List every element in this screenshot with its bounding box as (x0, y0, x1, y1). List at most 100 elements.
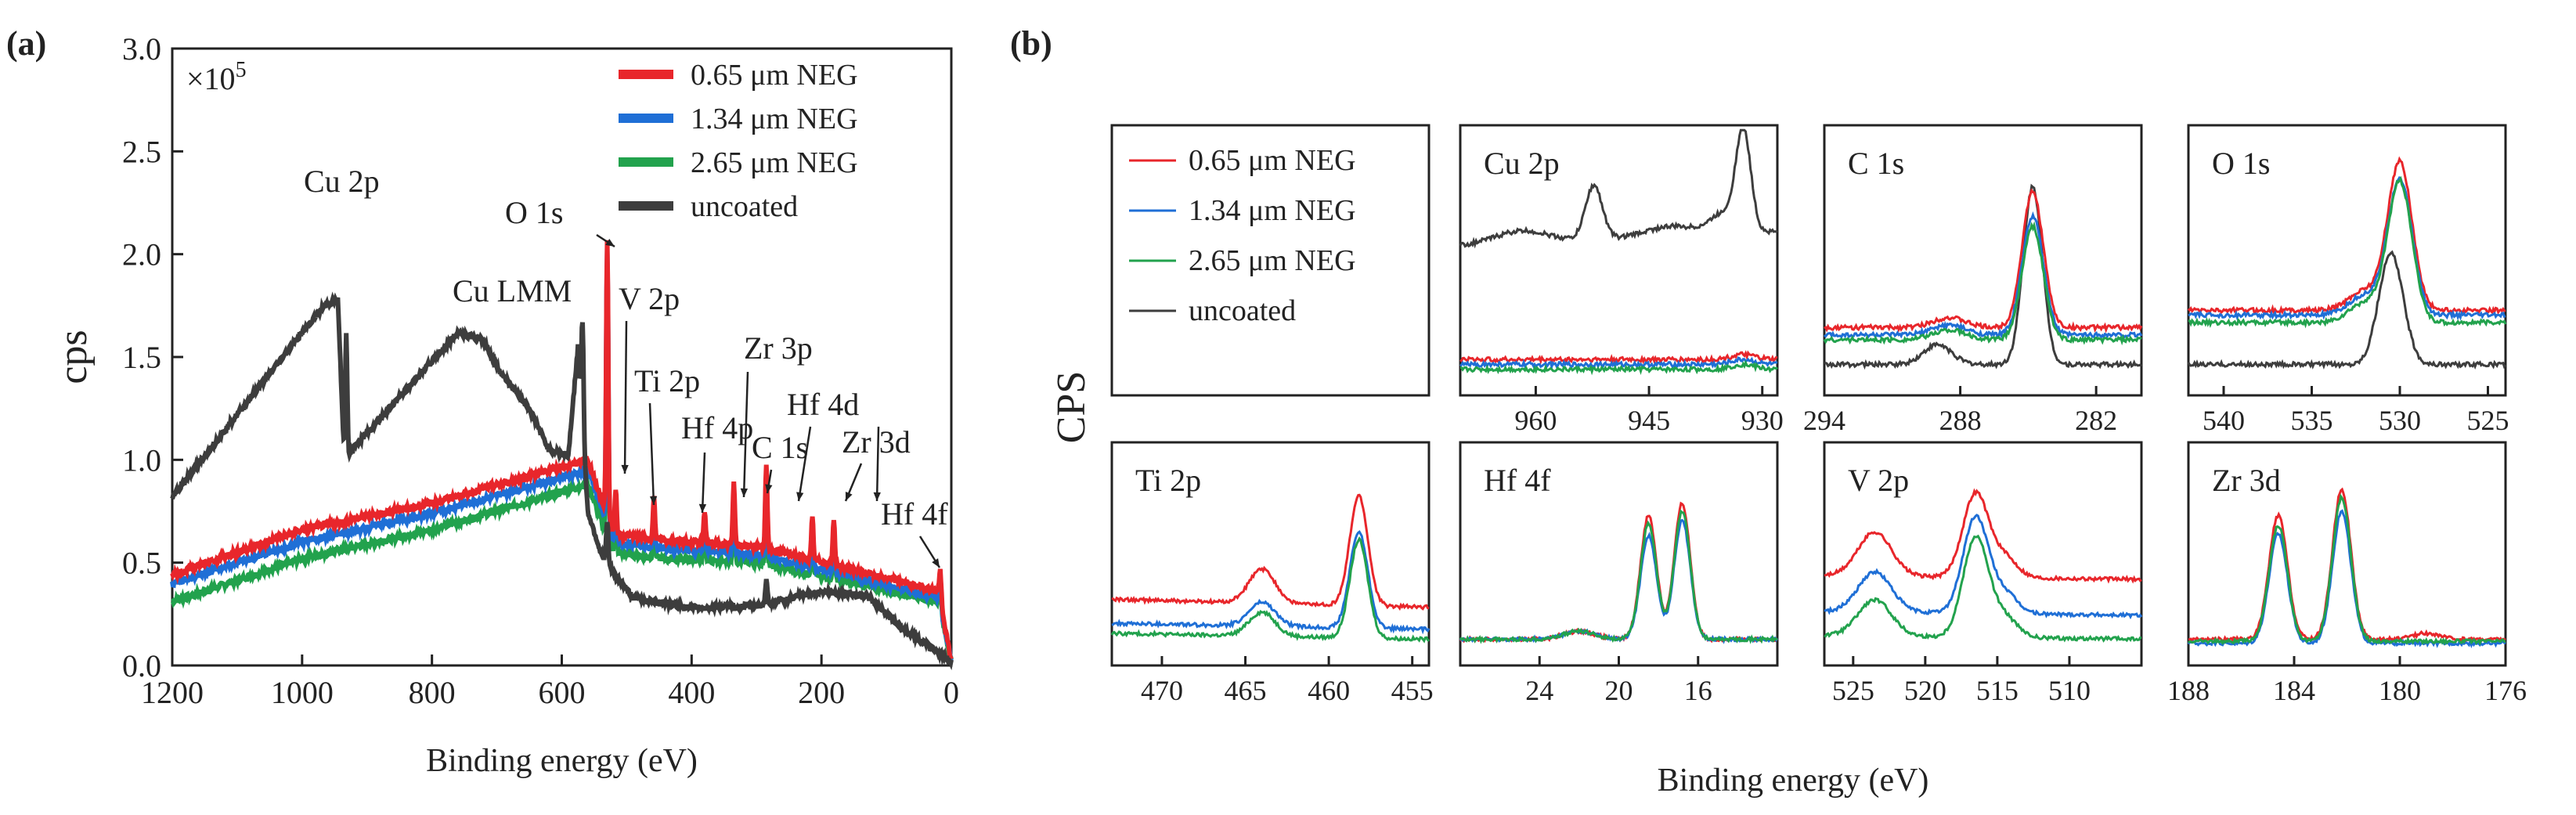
subplot-x-tick-label: 945 (1628, 405, 1670, 436)
subplot-x-tick-label: 530 (2379, 405, 2421, 436)
subplot-title: V 2p (1848, 463, 1909, 498)
peak-label-c-1s: C 1s (752, 430, 808, 465)
subplot-zr-3d: 188 184 180 176 Zr 3d (2167, 441, 2527, 706)
legend-b-label-uncoated: uncoated (1189, 294, 1296, 327)
multiplier-label: ×105 (186, 58, 247, 96)
peak-arrow-head (873, 492, 881, 501)
subplot-series-0-65-m-neg (1824, 188, 2143, 334)
peak-arrow-head (932, 558, 940, 568)
y-tick-label: 2.0 (122, 237, 161, 272)
subplot-series-0-65-m-neg (2187, 156, 2506, 316)
peak-label-o-1s: O 1s (505, 195, 563, 230)
subplot-x-tick-label: 520 (1904, 675, 1946, 706)
subplot-x-tick-label: 535 (2291, 405, 2333, 436)
subplot-series-2-65-m-neg (1824, 534, 2142, 643)
x-tick-label: 1200 (141, 675, 204, 710)
subplot-title: Hf 4f (1484, 463, 1551, 498)
x-tick-label: 400 (668, 675, 715, 710)
legend-label-uncoated: uncoated (691, 190, 798, 223)
survey-chart: 0.0 0.5 1.0 1.5 2.0 2.5 3.0 1200 1000 800 600 400 20… (51, 31, 959, 779)
subplot-x-tick-label: 20 (1605, 675, 1633, 706)
y-tick-label: 1.5 (122, 340, 161, 375)
x-tick-label: 800 (409, 675, 456, 710)
y-tick-label: 0.5 (122, 546, 161, 581)
x-tick-label: 600 (539, 675, 586, 710)
y-tick-label: 0.0 (122, 648, 161, 683)
peak-arrow (797, 426, 812, 502)
subplot-series-2-65-m-neg (2188, 493, 2506, 646)
subplot-frame (1823, 124, 2143, 397)
peak-label-cu-2p: Cu 2p (304, 164, 380, 199)
peak-arrow-head (621, 464, 629, 474)
panel-b-ylabel: CPS (1049, 371, 1094, 444)
peak-arrow-head (845, 492, 853, 501)
core-level-charts: 0.65 μm NEG 1.34 μm NEG 2.65 μm NEG uncoate… (1110, 124, 2527, 706)
peak-arrow-head (740, 488, 749, 497)
peak-arrow (742, 371, 749, 498)
subplot-series-0-65-m-neg (1459, 501, 1778, 644)
peak-arrow (623, 320, 628, 474)
subplot-cu-2p: 960 945 930 Cu 2p (1459, 124, 1784, 436)
legend-b-label-2-65-m-neg: 2.65 μm NEG (1189, 244, 1356, 277)
legend-box-b (1110, 124, 1431, 397)
y-tick-label: 1.0 (122, 442, 161, 478)
peak-arrow-head (649, 496, 658, 505)
subplot-x-tick-label: 525 (1832, 675, 1874, 706)
subplot-x-tick-label: 184 (2273, 675, 2315, 706)
legend-b-label-1-34-m-neg: 1.34 μm NEG (1189, 194, 1356, 227)
subplot-x-tick-label: 525 (2467, 405, 2509, 436)
subplot-v-2p: 525 520 515 510 V 2p (1823, 441, 2143, 706)
subplot-x-tick-label: 470 (1141, 675, 1183, 706)
y-tick-label: 2.5 (122, 134, 161, 169)
legend-label-1-34-m-neg: 1.34 μm NEG (691, 103, 858, 135)
subplot-series-2-65-m-neg (1459, 509, 1778, 644)
panel-b-xlabel: Binding energy (eV) (1658, 763, 1929, 799)
subplot-series-1-34-m-neg (1111, 530, 1431, 635)
y-tick-label: 3.0 (122, 31, 161, 67)
y-axis-label: cps (51, 330, 96, 384)
subplot-series-uncoated (1824, 183, 2142, 370)
peak-arrow (701, 452, 706, 514)
subplot-frame (2187, 124, 2507, 397)
series-1-34-m-neg (170, 248, 954, 662)
subplot-series-0-65-m-neg (1824, 488, 2142, 584)
subplot-frame (2187, 441, 2507, 667)
subplot-x-tick-label: 540 (2203, 405, 2245, 436)
peak-arrow (648, 402, 655, 506)
subplot-frame (1110, 441, 1431, 667)
subplot-x-tick-label: 16 (1684, 675, 1712, 706)
subplot-series-2-65-m-neg (2188, 175, 2507, 329)
legend-label-2-65-m-neg: 2.65 μm NEG (691, 146, 858, 179)
subplot-x-tick-label: 180 (2379, 675, 2421, 706)
peak-label-zr-3d: Zr 3d (842, 424, 911, 460)
subplot-frame (1823, 441, 2143, 667)
peak-arrow (875, 426, 880, 502)
subplot-x-tick-label: 176 (2484, 675, 2527, 706)
subplot-series-1-34-m-neg (1459, 518, 1779, 644)
subplot-series-2-65-m-neg (1823, 221, 2142, 346)
subplot-series-1-34-m-neg (2187, 509, 2506, 649)
peak-label-hf-4f: Hf 4f (881, 496, 948, 532)
subplot-series-1-34-m-neg (1824, 514, 2143, 620)
x-tick-label: 0 (943, 675, 959, 710)
subplot-x-tick-label: 930 (1741, 405, 1784, 436)
subplot-ti-2p: 470 465 460 455 Ti 2p (1110, 441, 1434, 706)
subplot-hf-4f: 24 20 16 Hf 4f (1459, 441, 1779, 706)
subplot-series-2-65-m-neg (1460, 359, 1778, 376)
subplot-series-2-65-m-neg (1110, 536, 1431, 644)
series-2-65-m-neg (170, 258, 954, 661)
peak-label-zr-3p: Zr 3p (744, 330, 813, 366)
peak-label-hf-4p: Hf 4p (681, 410, 753, 445)
peak-arrow-head (796, 492, 804, 501)
peak-arrow-head (698, 503, 707, 513)
multiplier-exponent: 5 (236, 58, 247, 82)
subplot-x-tick-label: 288 (1939, 405, 1982, 436)
subplot-o-1s: 540 535 530 525 O 1s (2187, 124, 2509, 436)
peak-label-hf-4d: Hf 4d (787, 387, 859, 422)
subplot-x-tick-label: 510 (2048, 675, 2091, 706)
x-tick-label: 200 (798, 675, 845, 710)
subplot-x-tick-label: 24 (1525, 675, 1553, 706)
subplot-x-tick-label: 455 (1391, 675, 1434, 706)
peak-arrow-head (605, 239, 615, 247)
subplot-series-1-34-m-neg (1459, 356, 1778, 371)
